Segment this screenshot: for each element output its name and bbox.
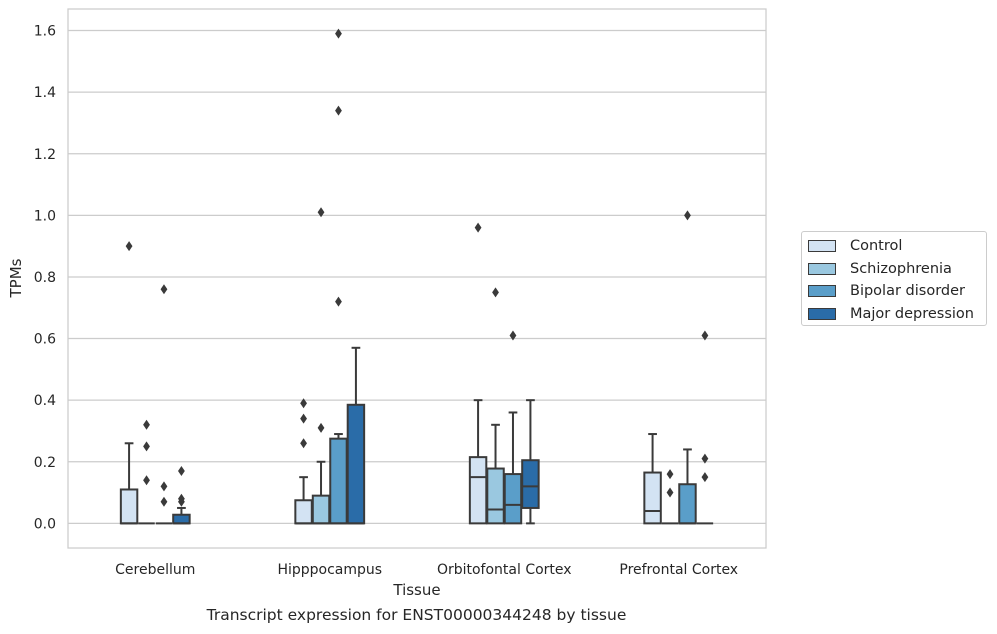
box-iqr — [172, 513, 191, 525]
boxplot — [468, 222, 488, 525]
outlier-point — [160, 481, 168, 492]
plot-frame — [67, 8, 767, 549]
legend: Control Schizophrenia Bipolar disorder Majo… — [801, 231, 987, 326]
box-iqr — [486, 467, 505, 525]
legend-label: Major depression — [850, 305, 974, 322]
x-tick-label: Orbitofontal Cortex — [437, 562, 572, 578]
outlier-point — [474, 222, 482, 233]
outlier-point — [160, 496, 168, 507]
box-iqr — [521, 459, 540, 509]
outlier-point — [178, 466, 185, 476]
outlier-point — [335, 105, 342, 116]
y-tick-label: 1.0 — [34, 208, 56, 224]
outlier-point — [666, 487, 674, 498]
outlier-point — [300, 413, 307, 424]
legend-swatch — [808, 262, 836, 275]
outlier-point — [143, 419, 150, 430]
x-tick-labels: Cerebellum Hipppocampus Orbitofontal Corte… — [115, 562, 738, 578]
box-iqr — [119, 488, 139, 525]
outlier-point — [178, 493, 185, 504]
outlier-point — [300, 438, 307, 449]
boxplot — [172, 466, 191, 525]
outlier-point — [701, 472, 709, 483]
legend-swatch — [808, 285, 836, 297]
y-tick-label: 0.4 — [34, 393, 56, 409]
x-tick-label: Prefrontal Cortex — [619, 562, 738, 578]
outlier-point — [701, 330, 709, 341]
outlier-point — [701, 453, 709, 464]
boxplot — [486, 287, 505, 525]
boxplot — [119, 241, 139, 525]
boxplot — [155, 284, 173, 525]
x-tick-label: Cerebellum — [115, 562, 195, 578]
boxplot — [138, 419, 155, 525]
legend-label: Control — [850, 238, 903, 254]
legend-label: Bipolar disorder — [850, 283, 965, 299]
y-tick-label: 1.2 — [34, 147, 56, 163]
y-tick-label: 0.2 — [34, 455, 56, 471]
boxplot — [678, 210, 697, 525]
box-iqr — [503, 473, 523, 525]
boxplot — [346, 346, 366, 525]
chart-caption: Transcript expression for ENST0000034424… — [206, 606, 627, 624]
y-tick-label: 1.4 — [34, 85, 56, 101]
box-iqr — [468, 456, 488, 525]
y-tick-label: 1.6 — [34, 24, 56, 40]
outlier-point — [492, 287, 499, 298]
legend-item: Schizophrenia — [808, 259, 952, 279]
outlier-point — [509, 330, 517, 341]
boxplot — [521, 399, 540, 525]
outlier-point — [335, 28, 342, 39]
boxplot — [329, 28, 348, 525]
legend-swatch — [808, 240, 836, 252]
legend-item: Major depression — [808, 304, 974, 324]
box-iqr — [294, 499, 313, 525]
outlier-point — [317, 207, 325, 218]
boxplot — [661, 469, 679, 525]
box-iqr — [643, 471, 662, 525]
y-tick-label: 0.8 — [34, 270, 56, 286]
legend-item: Control — [808, 236, 902, 256]
x-tick-label: Hipppocampus — [277, 562, 382, 578]
outlier-point — [300, 398, 307, 409]
box-iqr — [311, 494, 331, 525]
y-tick-labels: 0.0 0.2 0.4 0.6 0.8 1.0 1.2 1.4 1.6 — [34, 24, 56, 533]
legend-item: Bipolar disorder — [808, 281, 965, 301]
outlier-point — [160, 284, 168, 295]
y-tick-label: 0.0 — [34, 516, 56, 532]
boxplot — [696, 330, 714, 525]
box-iqr — [346, 403, 366, 525]
boxplot — [643, 433, 662, 525]
outlier-point — [143, 475, 150, 486]
boxplot — [311, 207, 331, 525]
boxplots — [119, 28, 714, 525]
outlier-point — [125, 241, 133, 252]
outlier-point — [143, 441, 150, 452]
boxplot — [294, 398, 313, 525]
box-iqr — [678, 483, 697, 525]
outlier-point — [317, 422, 325, 433]
y-tick-label: 0.6 — [34, 332, 56, 348]
outlier-point — [666, 469, 674, 480]
boxplot — [503, 330, 523, 525]
y-axis-label: TPMs — [7, 258, 25, 298]
x-axis-label: Tissue — [392, 581, 440, 599]
legend-label: Schizophrenia — [850, 260, 952, 277]
outlier-point — [684, 210, 691, 221]
outlier-point — [335, 296, 342, 307]
legend-swatch — [808, 307, 836, 320]
grid-lines — [68, 29, 766, 524]
box-iqr — [329, 437, 348, 525]
